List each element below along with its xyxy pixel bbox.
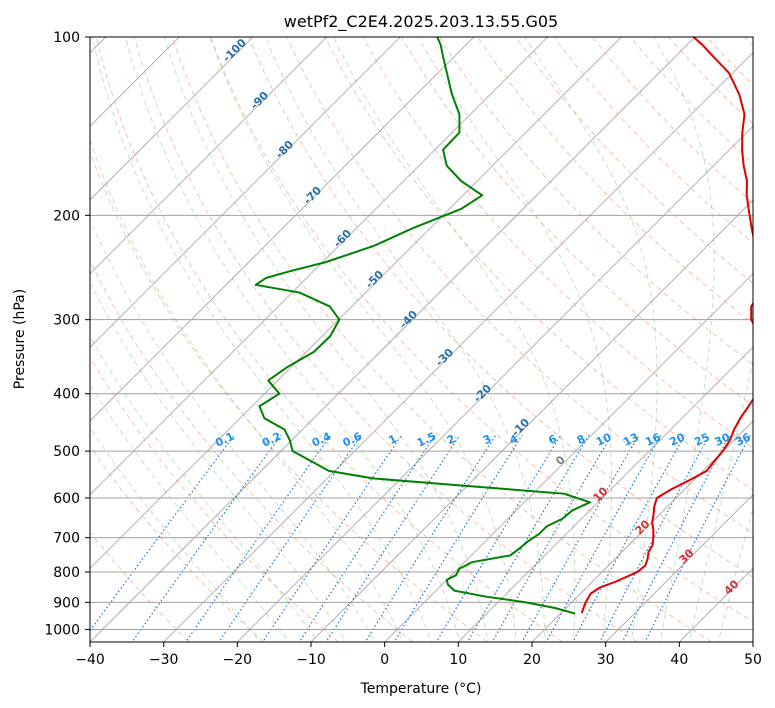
isotherm-line — [310, 199, 753, 642]
moist-adiabat-line — [90, 218, 376, 642]
mixing-ratio-line — [435, 434, 562, 642]
mixing-ratio-line — [572, 434, 686, 642]
y-tick-label: 700 — [53, 531, 80, 547]
isotherm-line — [457, 346, 753, 642]
dry-adiabat-line — [171, 37, 712, 642]
mixing-ratio-label: 36 — [733, 430, 753, 448]
moist-adiabat-line — [91, 37, 432, 642]
plot-frame — [89, 36, 754, 643]
mixing-ratio-line — [644, 434, 751, 642]
y-axis-label: Pressure (hPa) — [12, 289, 28, 389]
moist-adiabat-line — [125, 37, 461, 642]
isotherm-line — [531, 420, 753, 642]
x-tick-label: 0 — [380, 652, 389, 668]
moist-adiabat-line — [524, 37, 658, 642]
x-axis-ticks: −40 −30 −20 −10 0 10 20 30 40 50 — [75, 642, 762, 668]
y-tick-label: 400 — [53, 387, 80, 403]
isotherm-line — [90, 37, 328, 275]
moist-adiabat-line — [163, 37, 489, 642]
dry-adiabat-line — [90, 150, 488, 642]
moist-adiabat-line — [90, 383, 290, 642]
moist-adiabat-line — [90, 335, 319, 642]
y-tick-label: 900 — [53, 595, 80, 611]
mixing-ratio-line — [521, 434, 640, 642]
mixing-ratio-line — [90, 434, 235, 632]
isotherm-line — [163, 52, 753, 642]
moist-adiabat-line — [90, 138, 404, 642]
isotherm-line — [90, 37, 401, 348]
y-tick-label: 100 — [53, 30, 80, 46]
y-tick-label: 1000 — [44, 622, 80, 638]
mixing-ratio-label: 20 — [668, 430, 688, 448]
mixing-ratio-line — [545, 434, 662, 642]
mixing-ratio-label: 16 — [643, 430, 663, 448]
x-tick-label: −40 — [75, 652, 105, 668]
x-tick-label: −20 — [223, 652, 253, 668]
mixing-ratio-line — [599, 434, 710, 642]
y-tick-label: 800 — [53, 565, 80, 581]
mixing-ratio-line — [218, 434, 362, 642]
dry-adiabat-line — [95, 37, 563, 642]
x-tick-label: 50 — [744, 652, 762, 668]
dry-adiabat-line — [400, 37, 753, 407]
y-tick-label: 500 — [53, 444, 80, 460]
dry-adiabat-line — [210, 37, 753, 623]
x-tick-label: −30 — [149, 652, 179, 668]
mixing-ratio-line — [491, 434, 613, 642]
isotherm-line — [90, 37, 254, 201]
dry-adiabat-line — [90, 445, 264, 642]
moist-adiabat-line — [90, 427, 261, 642]
dry-adiabat-line — [286, 37, 753, 534]
x-tick-label: 20 — [523, 652, 541, 668]
dry-adiabat-line — [248, 37, 753, 578]
y-tick-label: 300 — [53, 313, 80, 329]
mixing-ratio-label: 30 — [713, 430, 733, 448]
mixing-ratio-line — [621, 434, 731, 642]
isotherm-line — [605, 494, 753, 642]
mixing-ratio-line — [325, 434, 461, 642]
mixing-ratio-line — [466, 434, 590, 642]
y-tick-label: 600 — [53, 491, 80, 507]
mixing-ratio-line — [298, 434, 436, 642]
isotherm-line — [90, 37, 475, 422]
isotherm-line — [90, 37, 622, 569]
dry-adiabat-line — [515, 37, 753, 284]
dry-adiabat-line — [133, 37, 638, 642]
dry-adiabat-line — [90, 531, 190, 642]
mixing-ratio-line — [393, 434, 523, 642]
x-tick-label: −10 — [296, 652, 326, 668]
isotherm-line — [384, 273, 753, 642]
dewpoint-profile-line — [254, 37, 591, 615]
y-tick-label: 200 — [53, 208, 80, 224]
moist-adiabat-line — [333, 37, 576, 642]
moist-adiabat-line — [417, 37, 612, 642]
isobar-gridlines — [90, 37, 753, 630]
x-axis-label: Temperature (°C) — [360, 681, 482, 697]
y-axis-ticks: 100 200 300 400 500 600 700 800 900 1000 — [44, 30, 90, 638]
mixing-ratio-label: 25 — [692, 431, 711, 449]
chart-title: wetPf2_C2E4.2025.203.13.55.G05 — [284, 12, 558, 32]
temperature-profile-line — [580, 37, 753, 614]
x-tick-label: 30 — [597, 652, 615, 668]
moist-adiabat-line — [653, 37, 715, 642]
mixing-ratio-label: 10 — [594, 430, 614, 448]
x-tick-label: 40 — [670, 652, 688, 668]
isotherm-line — [236, 125, 753, 642]
moist-adiabat-line — [209, 37, 517, 642]
isotherm-line — [90, 37, 549, 496]
sounding-profiles — [254, 37, 753, 615]
moist-adiabat-line — [90, 281, 347, 642]
dry-adiabat-line — [90, 259, 414, 642]
dry-adiabat-line — [439, 37, 753, 365]
x-tick-label: 10 — [449, 652, 467, 668]
mixing-ratio-label: 13 — [621, 431, 640, 449]
